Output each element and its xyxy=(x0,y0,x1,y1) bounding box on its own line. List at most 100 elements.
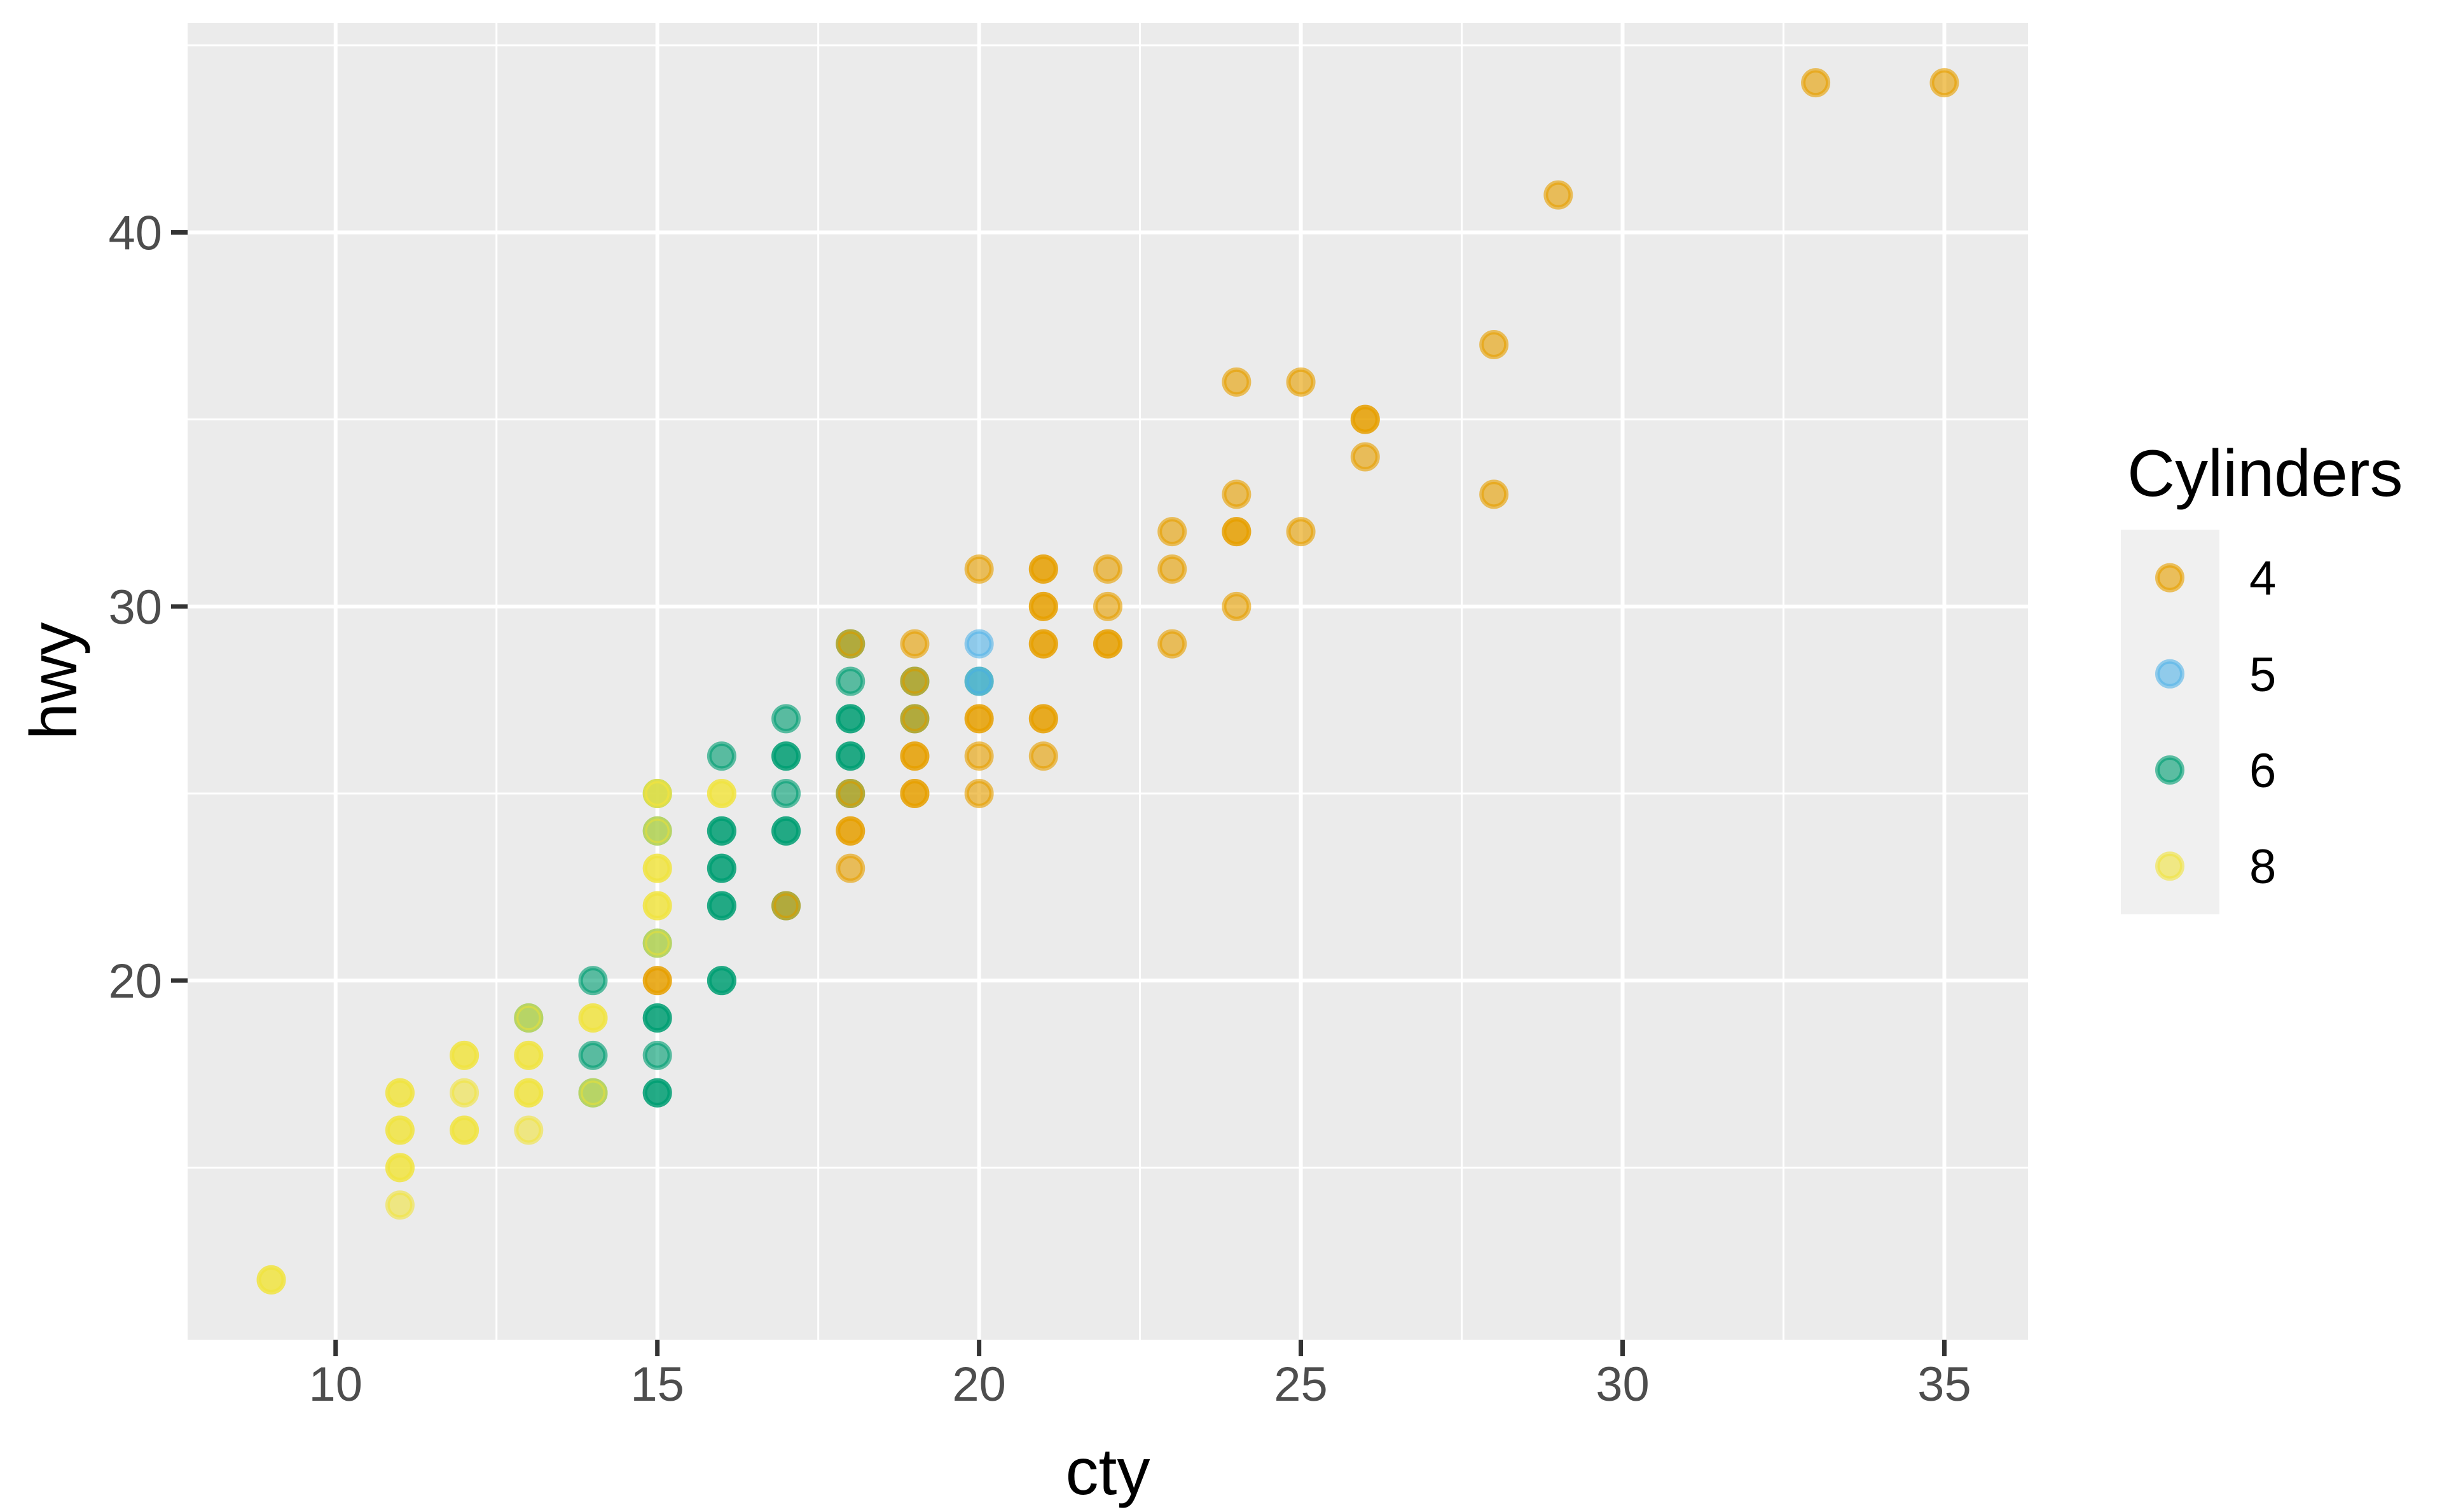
data-point xyxy=(964,741,994,771)
data-point xyxy=(964,666,994,696)
data-point xyxy=(514,1078,544,1108)
data-points xyxy=(256,68,1959,1295)
data-point xyxy=(1350,404,1380,434)
data-point xyxy=(707,853,736,883)
data-point xyxy=(1093,554,1122,584)
legend-title: Cylinders xyxy=(2127,437,2403,511)
data-point xyxy=(900,666,930,696)
data-point xyxy=(1028,591,1058,621)
data-point xyxy=(578,1078,608,1108)
data-point xyxy=(642,1003,672,1033)
data-point xyxy=(1222,367,1252,397)
y-tick-label: 40 xyxy=(108,206,162,260)
y-tick-label: 30 xyxy=(108,581,162,635)
data-point xyxy=(1543,180,1573,210)
data-point xyxy=(1157,629,1187,659)
data-point xyxy=(964,629,994,659)
data-point xyxy=(1028,741,1058,771)
legend-entry-label: 8 xyxy=(2249,840,2276,894)
grid-major xyxy=(188,23,2028,1340)
data-point xyxy=(642,1078,672,1108)
legend-entry-4: 4 xyxy=(2155,552,2276,606)
data-point xyxy=(514,1040,544,1070)
data-point xyxy=(385,1078,415,1108)
data-point xyxy=(836,741,866,771)
x-tick-label: 35 xyxy=(1917,1357,1971,1412)
x-axis-title: cty xyxy=(1066,1435,1150,1509)
legend-key-dot xyxy=(2155,851,2184,881)
data-point xyxy=(1028,704,1058,734)
data-point xyxy=(707,966,736,996)
data-point xyxy=(1286,367,1316,397)
legend-key-dot xyxy=(2155,659,2184,689)
data-point xyxy=(385,1153,415,1183)
legend-entries: 4 5 6 8 xyxy=(2155,552,2276,894)
legend-entry-6: 6 xyxy=(2155,744,2276,798)
data-point xyxy=(642,1040,672,1070)
x-tick-label: 20 xyxy=(952,1357,1006,1412)
data-point xyxy=(836,629,866,659)
data-point xyxy=(836,704,866,734)
data-point xyxy=(385,1190,415,1220)
legend-entry-label: 4 xyxy=(2249,552,2276,606)
data-point xyxy=(707,891,736,921)
data-point xyxy=(450,1115,479,1145)
data-point xyxy=(707,741,736,771)
data-point xyxy=(771,891,801,921)
data-point xyxy=(771,816,801,846)
legend: Cylinders 4 5 6 8 xyxy=(2121,437,2403,914)
data-point xyxy=(642,928,672,958)
data-point xyxy=(1479,329,1509,359)
data-point xyxy=(771,704,801,734)
data-point xyxy=(514,1003,544,1033)
data-point xyxy=(578,1040,608,1070)
y-axis-title: hwy xyxy=(17,622,91,740)
data-point xyxy=(836,853,866,883)
y-tick-label: 20 xyxy=(108,954,162,1008)
data-point xyxy=(900,779,930,809)
data-point xyxy=(836,816,866,846)
data-point xyxy=(450,1040,479,1070)
data-point xyxy=(900,629,930,659)
legend-key-dot xyxy=(2155,755,2184,785)
legend-key-background xyxy=(2121,530,2219,914)
x-tick-label: 15 xyxy=(630,1357,684,1412)
data-point xyxy=(1479,479,1509,509)
data-point xyxy=(1157,517,1187,547)
data-point xyxy=(836,779,866,809)
data-point xyxy=(1801,68,1831,98)
data-point xyxy=(642,966,672,996)
data-point xyxy=(1222,591,1252,621)
data-point xyxy=(1350,442,1380,472)
data-point xyxy=(1028,629,1058,659)
data-point xyxy=(450,1078,479,1108)
data-point xyxy=(1929,68,1959,98)
legend-entry-label: 6 xyxy=(2249,744,2276,798)
data-point xyxy=(964,704,994,734)
axis-tick-marks xyxy=(171,230,1947,1356)
data-point xyxy=(642,779,672,809)
data-point xyxy=(900,704,930,734)
x-tick-labels: 10 15 20 25 30 35 xyxy=(308,1357,1971,1412)
data-point xyxy=(642,816,672,846)
data-point xyxy=(964,554,994,584)
legend-entry-5: 5 xyxy=(2155,648,2276,702)
data-point xyxy=(385,1115,415,1145)
x-tick-label: 30 xyxy=(1596,1357,1650,1412)
data-point xyxy=(707,816,736,846)
x-tick-label: 10 xyxy=(308,1357,362,1412)
panel-background xyxy=(188,23,2028,1340)
data-point xyxy=(707,779,736,809)
data-point xyxy=(771,741,801,771)
data-point xyxy=(1157,554,1187,584)
data-point xyxy=(1222,517,1252,547)
data-point xyxy=(1222,479,1252,509)
data-point xyxy=(578,1003,608,1033)
data-point xyxy=(964,779,994,809)
legend-entry-8: 8 xyxy=(2155,840,2276,894)
grid-minor xyxy=(188,23,2028,1340)
data-point xyxy=(836,666,866,696)
legend-key-dot xyxy=(2155,563,2184,593)
data-point xyxy=(1093,591,1122,621)
